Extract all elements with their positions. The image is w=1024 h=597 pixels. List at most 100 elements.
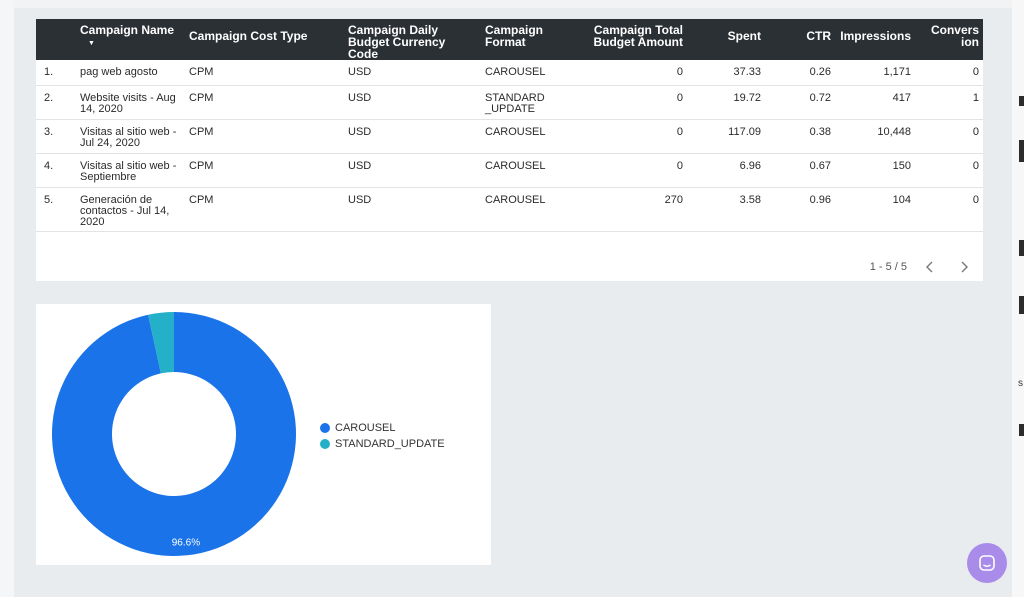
header-index xyxy=(36,19,76,60)
donut-chart: 96.6% xyxy=(52,312,297,556)
campaign-table: Campaign Name ▼ Campaign Cost Type Campa… xyxy=(36,19,983,232)
cell-format: CAROUSEL xyxy=(481,187,589,232)
table-header-row: Campaign Name ▼ Campaign Cost Type Campa… xyxy=(36,19,983,60)
donut-data-label: 96.6% xyxy=(172,537,200,548)
header-label: Campaign Name xyxy=(80,23,175,37)
chevron-left-icon[interactable] xyxy=(919,257,941,277)
cell-format: CAROUSEL xyxy=(481,60,589,86)
chart-legend: CAROUSEL STANDARD_UPDATE xyxy=(320,420,445,452)
cell-ctr: 0.96 xyxy=(765,187,835,232)
cell-total-budget: 0 xyxy=(589,153,687,188)
chat-icon xyxy=(979,555,995,571)
legend-item-standard-update[interactable]: STANDARD_UPDATE xyxy=(320,436,445,452)
donut-slice-standard-update[interactable] xyxy=(148,312,174,374)
cell-spent: 19.72 xyxy=(687,85,765,120)
header-spent[interactable]: Spent xyxy=(687,19,765,60)
format-donut-card: 96.6% CAROUSEL STANDARD_UPDATE xyxy=(36,304,491,565)
edge-letter: s xyxy=(1018,378,1023,389)
cell-conversion: 0 xyxy=(915,60,983,86)
cell-ctr: 0.67 xyxy=(765,153,835,188)
cell-cost-type: CPM xyxy=(185,187,344,232)
cell-cost-type: CPM xyxy=(185,60,344,86)
cell-conversion: 0 xyxy=(915,119,983,154)
cell-cost-type: CPM xyxy=(185,85,344,120)
edge-mark xyxy=(1019,240,1024,256)
header-conversion[interactable]: Conversion xyxy=(915,19,983,60)
cell-impressions: 10,448 xyxy=(835,119,915,154)
legend-marker xyxy=(320,423,330,433)
table-row[interactable]: 5. Generación de contactos - Jul 14, 202… xyxy=(36,187,983,232)
cell-campaign-name: Visitas al sitio web - Jul 24, 2020 xyxy=(76,119,185,154)
cell-total-budget: 270 xyxy=(589,187,687,232)
cell-format: CAROUSEL xyxy=(481,153,589,188)
header-label: Campaign Total Budget Amount xyxy=(593,23,683,49)
cell-format: STANDARD_UPDATE xyxy=(481,85,589,120)
edge-mark xyxy=(1019,96,1024,106)
cell-total-budget: 0 xyxy=(589,60,687,86)
cell-impressions: 150 xyxy=(835,153,915,188)
cell-currency: USD xyxy=(344,119,481,154)
edge-mark xyxy=(1019,140,1024,162)
cell-total-budget: 0 xyxy=(589,85,687,120)
cell-cost-type: CPM xyxy=(185,153,344,188)
cell-format: CAROUSEL xyxy=(481,119,589,154)
pagination: 1 - 5 / 5 xyxy=(870,257,975,277)
header-cost-type[interactable]: Campaign Cost Type xyxy=(185,19,344,60)
header-ctr[interactable]: CTR xyxy=(765,19,835,60)
table-row[interactable]: 3. Visitas al sitio web - Jul 24, 2020 C… xyxy=(36,119,983,154)
header-label: CTR xyxy=(806,29,831,43)
table-row[interactable]: 1. pag web agosto CPM USD CAROUSEL 0 37.… xyxy=(36,60,983,86)
chevron-right-icon[interactable] xyxy=(953,257,975,277)
sort-desc-icon[interactable]: ▼ xyxy=(88,40,95,47)
edge-mark xyxy=(1019,424,1024,436)
cell-spent: 6.96 xyxy=(687,153,765,188)
cell-impressions: 104 xyxy=(835,187,915,232)
header-label: Campaign Format xyxy=(485,23,544,49)
campaign-table-card: Campaign Name ▼ Campaign Cost Type Campa… xyxy=(36,19,983,281)
row-index: 1. xyxy=(36,60,76,86)
cell-campaign-name: Generación de contactos - Jul 14, 2020 xyxy=(76,187,185,232)
header-format[interactable]: Campaign Format xyxy=(481,19,589,60)
cell-cost-type: CPM xyxy=(185,119,344,154)
cell-spent: 37.33 xyxy=(687,60,765,86)
cell-total-budget: 0 xyxy=(589,119,687,154)
cell-campaign-name: Website visits - Aug 14, 2020 xyxy=(76,85,185,120)
header-label: Campaign Cost Type xyxy=(189,29,308,43)
cell-currency: USD xyxy=(344,60,481,86)
table-row[interactable]: 4. Visitas al sitio web - Septiembre CPM… xyxy=(36,153,983,188)
header-currency-code[interactable]: Campaign Daily Budget Currency Code xyxy=(344,19,481,60)
cell-conversion: 0 xyxy=(915,187,983,232)
cell-impressions: 1,171 xyxy=(835,60,915,86)
donut-slice-carousel[interactable] xyxy=(52,312,297,556)
cell-conversion: 0 xyxy=(915,153,983,188)
header-label: Spent xyxy=(727,29,761,43)
table-row[interactable]: 2. Website visits - Aug 14, 2020 CPM USD… xyxy=(36,85,983,120)
row-index: 4. xyxy=(36,153,76,188)
row-index: 2. xyxy=(36,85,76,120)
header-impressions[interactable]: Impressions xyxy=(835,19,915,60)
chat-launcher-button[interactable] xyxy=(967,543,1007,583)
cell-spent: 117.09 xyxy=(687,119,765,154)
row-index: 3. xyxy=(36,119,76,154)
legend-item-carousel[interactable]: CAROUSEL xyxy=(320,420,445,436)
cell-campaign-name: Visitas al sitio web - Septiembre xyxy=(76,153,185,188)
cell-campaign-name: pag web agosto xyxy=(76,60,185,86)
cell-currency: USD xyxy=(344,187,481,232)
legend-marker xyxy=(320,439,330,449)
row-index: 5. xyxy=(36,187,76,232)
header-campaign-name[interactable]: Campaign Name ▼ xyxy=(76,19,185,60)
header-label: Conversion xyxy=(930,23,979,49)
cell-impressions: 417 xyxy=(835,85,915,120)
cell-ctr: 0.38 xyxy=(765,119,835,154)
frame-top xyxy=(0,0,1024,8)
pagination-label: 1 - 5 / 5 xyxy=(869,261,907,273)
edge-mark xyxy=(1019,296,1024,314)
cell-ctr: 0.72 xyxy=(765,85,835,120)
cell-currency: USD xyxy=(344,85,481,120)
header-total-budget[interactable]: Campaign Total Budget Amount xyxy=(589,19,687,60)
legend-label: CAROUSEL xyxy=(335,422,396,434)
cell-currency: USD xyxy=(344,153,481,188)
legend-label: STANDARD_UPDATE xyxy=(335,438,445,450)
cell-conversion: 1 xyxy=(915,85,983,120)
frame-left xyxy=(0,0,14,597)
